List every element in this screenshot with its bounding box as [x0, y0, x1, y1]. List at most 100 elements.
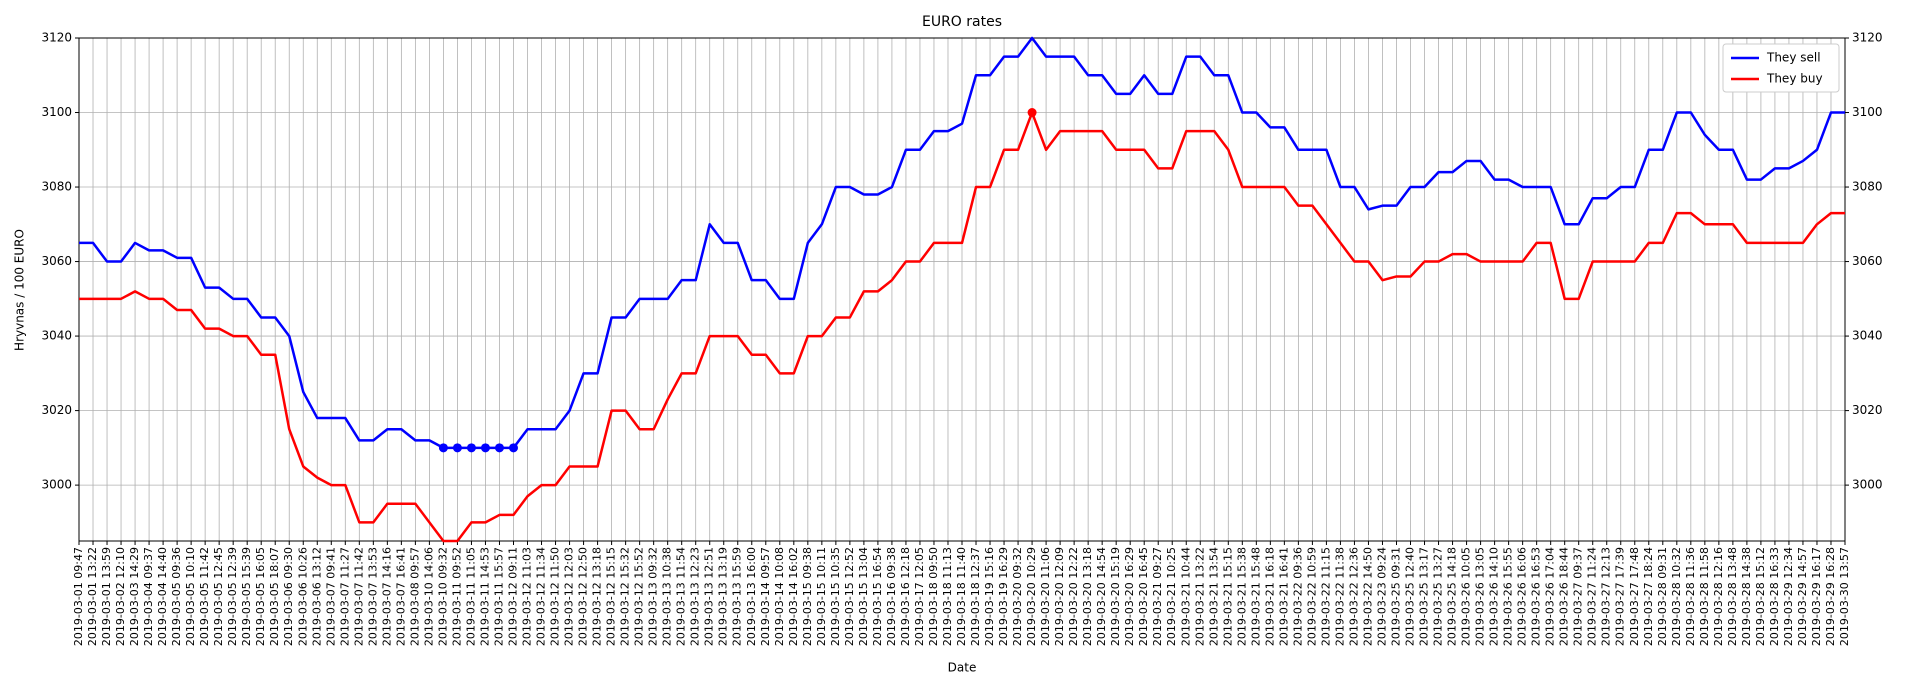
point-marker [438, 443, 448, 453]
x-tick-label: 2019-03-22 12:36 [1347, 547, 1360, 646]
y2-tick-label: 3120 [1852, 31, 1883, 45]
y-tick-label: 3020 [41, 403, 72, 417]
x-tick-label: 2019-03-01 13:59 [100, 547, 113, 646]
legend: They sell They buy [1722, 43, 1840, 93]
x-tick-label: 2019-03-13 16:00 [745, 547, 758, 646]
x-tick-label: 2019-03-26 13:05 [1474, 547, 1487, 646]
x-tick-label: 2019-03-19 15:16 [983, 547, 996, 646]
x-tick-label: 2019-03-21 16:18 [1263, 547, 1276, 646]
x-tick-label: 2019-03-13 15:59 [731, 547, 744, 646]
point-marker [494, 443, 504, 453]
y-tick-label: 3060 [41, 254, 72, 268]
x-tick-label: 2019-03-28 15:12 [1754, 547, 1767, 646]
y-tick-label: 3100 [41, 105, 72, 119]
x-tick-label: 2019-03-26 17:04 [1544, 547, 1557, 646]
y-tick-label: 3080 [41, 180, 72, 194]
x-tick-label: 2019-03-05 12:45 [212, 547, 225, 646]
x-tick-label: 2019-03-07 09:41 [324, 547, 337, 646]
y-tick-label: 3040 [41, 329, 72, 343]
x-tick-label: 2019-03-14 10:08 [773, 547, 786, 646]
x-tick-label: 2019-03-15 09:38 [801, 547, 814, 646]
x-tick-label: 2019-03-25 12:40 [1404, 547, 1417, 646]
x-tick-label: 2019-03-12 15:32 [619, 547, 632, 646]
x-tick-label: 2019-03-26 10:05 [1460, 547, 1473, 646]
x-tick-label: 2019-03-25 13:27 [1432, 547, 1445, 646]
x-tick-label: 2019-03-29 14:57 [1796, 547, 1809, 646]
x-tick-label: 2019-03-12 12:50 [577, 547, 590, 646]
x-tick-label: 2019-03-15 10:11 [815, 547, 828, 646]
x-tick-label: 2019-03-13 11:54 [675, 547, 688, 646]
x-tick-label: 2019-03-20 16:45 [1137, 547, 1150, 646]
y2-tick-label: 3080 [1852, 180, 1883, 194]
x-tick-label: 2019-03-26 14:10 [1488, 547, 1501, 646]
x-tick-label: 2019-03-02 12:10 [114, 547, 127, 646]
x-tick-label: 2019-03-15 16:54 [871, 547, 884, 646]
y2-tick-label: 3100 [1852, 105, 1883, 119]
x-tick-label: 2019-03-25 09:31 [1389, 547, 1402, 646]
x-tick-label: 2019-03-20 15:19 [1109, 547, 1122, 646]
point-marker [452, 443, 462, 453]
x-tick-label: 2019-03-20 12:09 [1053, 547, 1066, 646]
x-tick-label: 2019-03-05 09:36 [170, 547, 183, 646]
x-tick-label: 2019-03-25 13:17 [1418, 547, 1431, 646]
y2-tick-label: 3040 [1852, 329, 1883, 343]
x-tick-label: 2019-03-20 16:29 [1123, 547, 1136, 646]
x-tick-label: 2019-03-07 16:41 [394, 547, 407, 646]
x-tick-label: 2019-03-22 09:36 [1291, 547, 1304, 646]
x-tick-label: 2019-03-11 15:57 [492, 547, 505, 646]
x-tick-label: 2019-03-27 11:24 [1586, 547, 1599, 646]
x-tick-label: 2019-03-04 14:40 [156, 547, 169, 646]
x-tick-label: 2019-03-29 12:34 [1782, 547, 1795, 646]
plot-frame [78, 37, 1846, 542]
x-tick-label: 2019-03-26 18:44 [1558, 547, 1571, 646]
x-tick-label: 2019-03-01 13:22 [86, 547, 99, 646]
x-tick-label: 2019-03-16 09:38 [885, 547, 898, 646]
x-tick-label: 2019-03-22 11:15 [1319, 547, 1332, 646]
x-tick-label: 2019-03-14 16:02 [787, 547, 800, 646]
x-tick-label: 2019-03-29 16:17 [1810, 547, 1823, 646]
x-tick-label: 2019-03-20 11:06 [1039, 547, 1052, 646]
x-tick-label: 2019-03-27 12:13 [1600, 547, 1613, 646]
x-tick-label: 2019-03-12 11:34 [535, 547, 548, 646]
x-tick-label: 2019-03-27 17:39 [1614, 547, 1627, 646]
chart-title: EURO rates [922, 14, 1002, 30]
x-tick-label: 2019-03-15 12:52 [843, 547, 856, 646]
x-tick-label: 2019-03-25 14:18 [1446, 547, 1459, 646]
x-tick-label: 2019-03-22 10:59 [1305, 547, 1318, 646]
x-tick-label: 2019-03-13 12:23 [689, 547, 702, 646]
line-series [79, 36, 1845, 450]
x-tick-label: 2019-03-19 16:29 [997, 547, 1010, 646]
x-tick-label: 2019-03-12 12:03 [563, 547, 576, 646]
x-tick-label: 2019-03-21 16:41 [1277, 547, 1290, 646]
x-tick-label: 2019-03-16 12:18 [899, 547, 912, 646]
x-tick-label: 2019-03-05 16:05 [254, 547, 267, 646]
x-tick-label: 2019-03-12 15:15 [605, 547, 618, 646]
x-tick-label: 2019-03-21 10:25 [1165, 547, 1178, 646]
x-tick-label: 2019-03-10 09:32 [436, 547, 449, 646]
x-tick-label: 2019-03-03 14:29 [128, 547, 141, 646]
legend-label: They sell [1766, 51, 1821, 65]
x-axis-label: Date [948, 661, 977, 675]
x-tick-label: 2019-03-22 11:38 [1333, 547, 1346, 646]
x-tick-label: 2019-03-10 14:06 [422, 547, 435, 646]
x-tick-label: 2019-03-21 09:27 [1151, 547, 1164, 646]
x-tick-label: 2019-03-18 12:37 [969, 547, 982, 646]
y2-tick-label: 3020 [1852, 403, 1883, 417]
x-tick-label: 2019-03-07 11:42 [352, 547, 365, 646]
x-tick-label: 2019-03-20 12:22 [1067, 547, 1080, 646]
x-tick-label: 2019-03-12 09:11 [506, 547, 519, 646]
line-series [79, 111, 1845, 543]
x-tick-label: 2019-03-27 18:24 [1642, 547, 1655, 646]
x-tick-label: 2019-03-11 14:53 [478, 547, 491, 646]
x-tick-label: 2019-03-20 14:54 [1095, 547, 1108, 646]
x-tick-label: 2019-03-14 09:57 [759, 547, 772, 646]
x-tick-label: 2019-03-05 10:10 [184, 547, 197, 646]
x-tick-label: 2019-03-15 13:04 [857, 547, 870, 646]
x-tick-label: 2019-03-12 11:03 [521, 547, 534, 646]
x-tick-label: 2019-03-07 13:53 [366, 547, 379, 646]
x-tick-label: 2019-03-01 09:47 [72, 547, 85, 646]
y2-tick-label: 3060 [1852, 254, 1883, 268]
point-marker [466, 443, 476, 453]
x-tick-label: 2019-03-28 10:32 [1670, 547, 1683, 646]
